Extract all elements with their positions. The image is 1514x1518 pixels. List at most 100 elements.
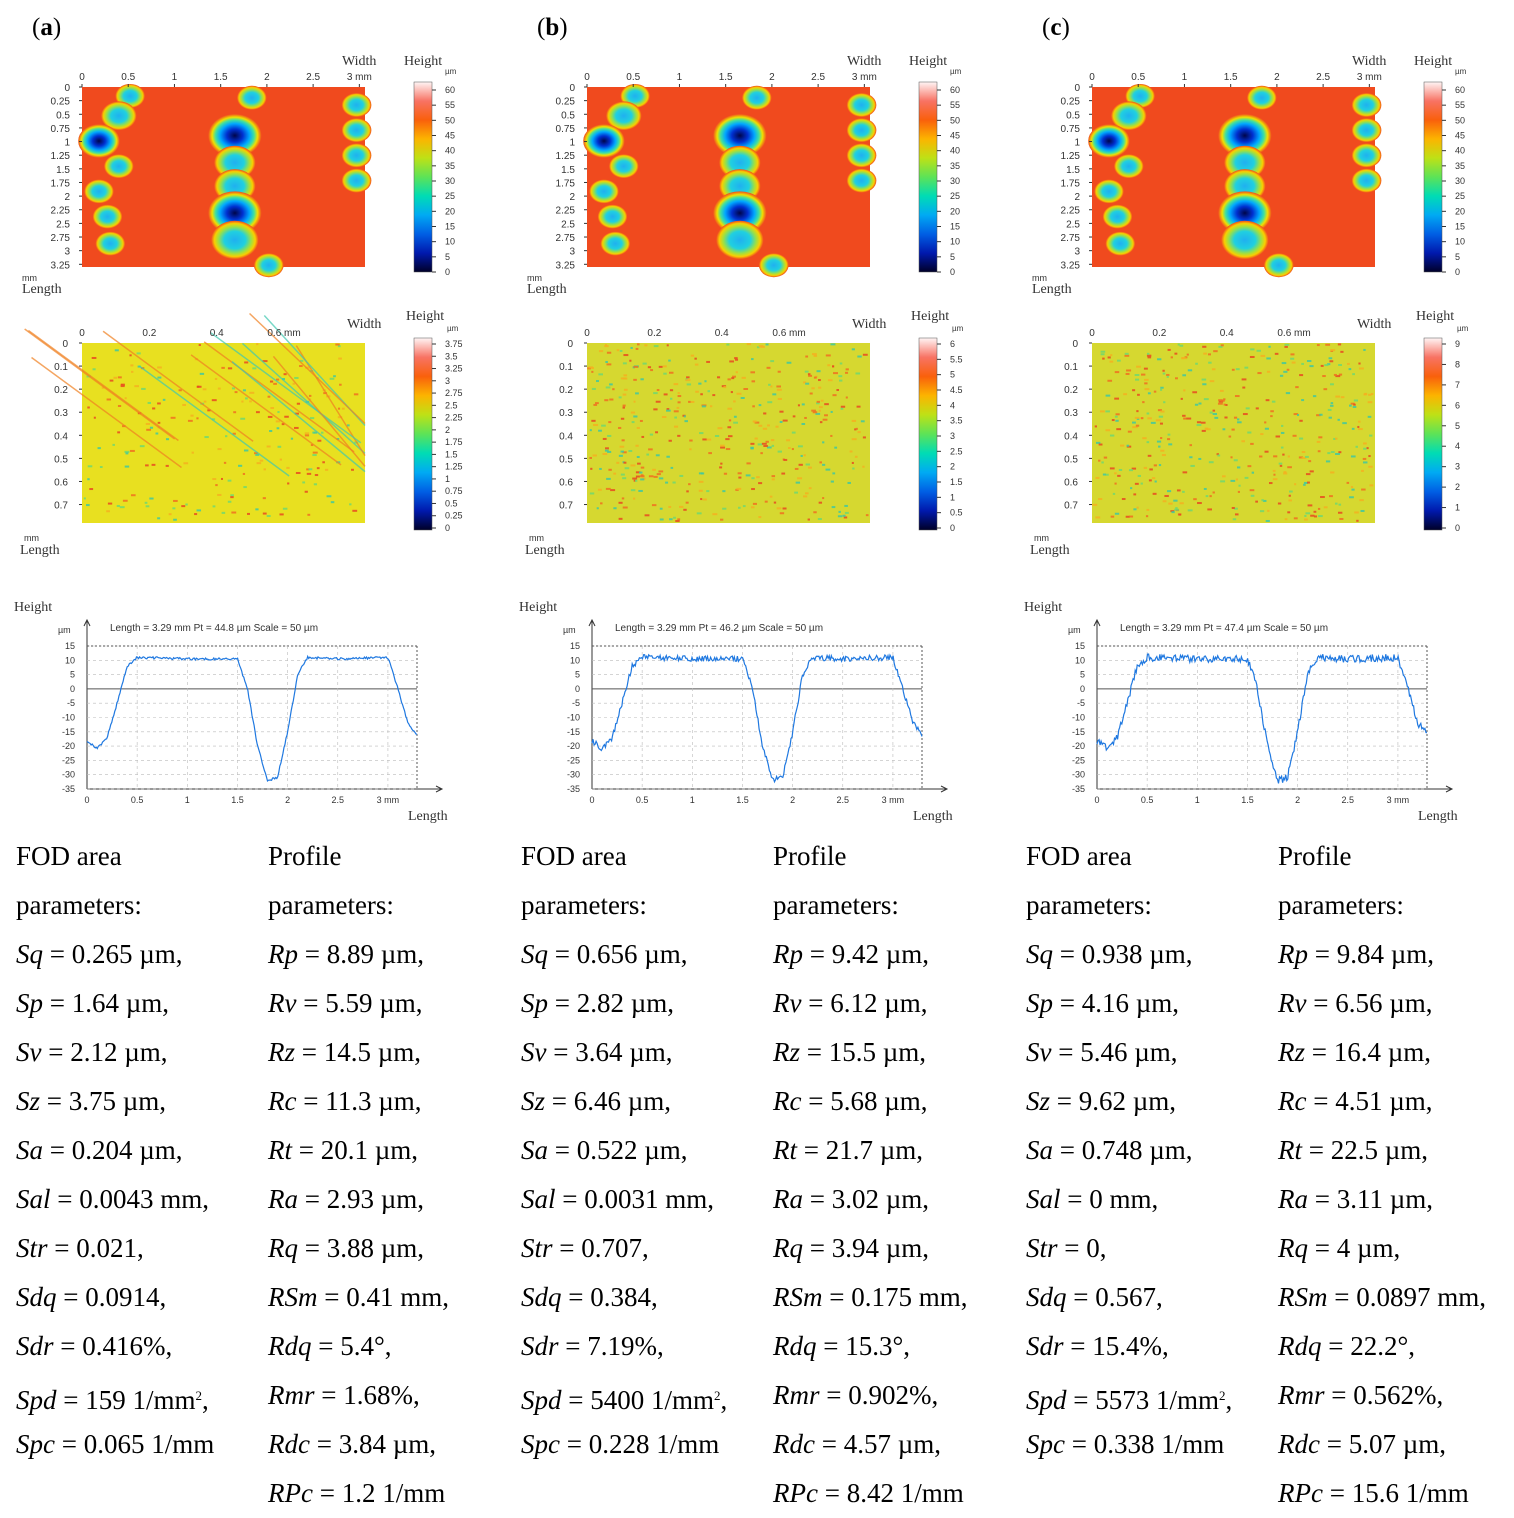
y-tick-label: 0.2 <box>1064 385 1078 396</box>
x-tick-label: 0.4 <box>210 328 224 339</box>
roughness-speck <box>1235 368 1240 371</box>
roughness-speck <box>1247 431 1252 434</box>
roughness-speck <box>1347 362 1350 365</box>
scale-tick-label: 3.25 <box>445 364 463 374</box>
roughness-speck <box>668 371 674 374</box>
roughness-speck <box>690 400 695 403</box>
param-line: Rz = 16.4 µm, <box>1278 1037 1432 1067</box>
param-symbol: Rz <box>268 1037 295 1067</box>
width-label: Width <box>342 54 376 69</box>
color-scale-bar <box>413 81 433 273</box>
param-line: Sp = 1.64 µm, <box>16 988 170 1018</box>
roughness-speck <box>1333 373 1337 376</box>
roughness-speck <box>1109 434 1115 437</box>
roughness-speck <box>746 462 751 465</box>
roughness-speck <box>1190 464 1195 467</box>
roughness-speck <box>696 512 702 515</box>
roughness-speck <box>613 507 617 510</box>
roughness-speck <box>837 515 843 518</box>
roughness-speck <box>666 455 670 458</box>
roughness-speck <box>1346 481 1350 484</box>
roughness-speck <box>1151 477 1156 480</box>
roughness-speck <box>593 403 598 406</box>
y-unit-label: mm <box>1032 273 1047 283</box>
length-label: Length <box>1418 809 1458 824</box>
param-symbol: Rdq <box>268 1331 312 1361</box>
roughness-speck <box>1163 401 1166 404</box>
roughness-speck <box>756 346 760 349</box>
roughness-speck <box>1175 377 1178 380</box>
y-tick-label: -25 <box>567 755 580 765</box>
roughness-speck <box>640 378 644 381</box>
roughness-speck <box>1337 418 1340 421</box>
scale-tick-label: 0.5 <box>950 508 963 518</box>
roughness-speck <box>1143 466 1148 469</box>
roughness-speck <box>633 415 638 418</box>
scale-tick-label: 4 <box>950 400 955 410</box>
roughness-speck <box>686 376 690 379</box>
roughness-speck <box>1218 399 1223 402</box>
roughness-speck <box>728 435 733 438</box>
roughness-speck <box>1235 478 1238 481</box>
roughness-speck <box>706 360 711 363</box>
roughness-speck <box>1304 514 1307 517</box>
params-heading: parameters: <box>1026 890 1152 920</box>
dimple <box>1351 118 1382 143</box>
roughness-speck <box>812 353 817 356</box>
roughness-speck <box>1237 421 1242 424</box>
scale-tick-label: 2.5 <box>950 446 963 456</box>
roughness-speck <box>125 452 129 455</box>
roughness-speck <box>1129 515 1134 518</box>
roughness-speck <box>1140 417 1144 420</box>
scale-tick-label: 0.25 <box>445 511 463 521</box>
roughness-speck <box>860 420 865 423</box>
superscript: 2 <box>195 1388 202 1403</box>
roughness-speck <box>1098 443 1103 446</box>
param-line: Rc = 11.3 µm, <box>268 1086 422 1116</box>
roughness-speck <box>269 380 274 383</box>
roughness-speck <box>700 393 703 396</box>
roughness-speck <box>735 488 739 491</box>
roughness-speck <box>825 468 831 471</box>
roughness-speck <box>609 383 613 386</box>
roughness-speck <box>269 430 273 433</box>
param-symbol: Rt <box>1278 1135 1302 1165</box>
roughness-speck <box>1179 344 1184 347</box>
x-tick-label: 2 <box>264 72 270 83</box>
roughness-speck <box>273 382 277 385</box>
roughness-speck <box>247 512 251 515</box>
roughness-speck <box>223 461 227 464</box>
roughness-speck <box>1359 367 1364 370</box>
roughness-speck <box>131 370 134 373</box>
y-tick-label: -35 <box>1072 784 1085 794</box>
y-tick-label: 0.4 <box>54 431 68 442</box>
panel-b: (b) Width Length Height µm 0 0.5 1 1.5 2 2.5 3 mm 0… <box>505 0 1005 1510</box>
roughness-speck <box>1155 419 1161 422</box>
roughness-speck <box>1323 388 1328 391</box>
roughness-speck <box>1133 508 1137 511</box>
param-symbol: Sq <box>1026 939 1053 969</box>
roughness-speck <box>1202 345 1207 348</box>
roughness-speck <box>689 439 693 442</box>
scale-tick-label: 35 <box>445 161 455 171</box>
roughness-speck <box>1285 392 1291 395</box>
roughness-speck <box>758 345 764 348</box>
roughness-speck <box>1338 503 1342 506</box>
dimple <box>719 145 761 180</box>
roughness-speck <box>832 394 837 397</box>
roughness-speck <box>1114 482 1117 485</box>
roughness-speck <box>589 492 595 495</box>
roughness-speck <box>276 427 280 430</box>
roughness-speck <box>295 471 301 474</box>
roughness-speck <box>1295 386 1299 389</box>
param-line: Rdq = 5.4°, <box>268 1331 392 1361</box>
param-symbol: Spc <box>16 1429 55 1459</box>
y-tick-label: 3 <box>64 247 70 258</box>
roughness-speck <box>1125 515 1130 518</box>
roughness-speck <box>1127 430 1132 433</box>
scale-tick-label: 0 <box>1455 523 1460 533</box>
roughness-speck <box>766 446 772 449</box>
roughness-speck <box>851 438 857 441</box>
roughness-speck <box>117 376 122 379</box>
